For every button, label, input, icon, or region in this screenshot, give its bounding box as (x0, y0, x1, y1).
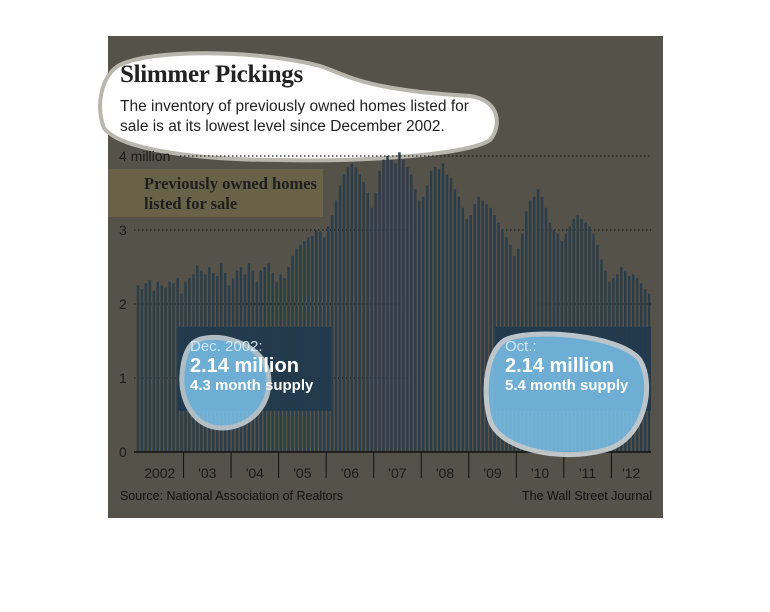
bar (449, 178, 453, 452)
callout-oct-2012: Oct.: 2.14 million 5.4 month supply (505, 338, 628, 395)
legend-box (108, 169, 323, 217)
bar (338, 185, 342, 452)
bar (489, 207, 492, 452)
bar (366, 193, 369, 452)
gridlines (134, 155, 651, 379)
bar (168, 281, 171, 452)
bar (453, 189, 457, 453)
callout-value: 2.14 million (505, 355, 614, 377)
y-tick-label: 2 (119, 296, 127, 312)
x-tick-label: '09 (483, 465, 501, 481)
bar (536, 189, 540, 453)
bar (433, 167, 437, 452)
bar (346, 167, 350, 452)
bar (378, 170, 381, 453)
highlight-blob (483, 331, 649, 458)
bar (358, 174, 362, 452)
bar (334, 200, 338, 452)
bar (461, 207, 465, 452)
bar (532, 196, 536, 452)
bar (386, 156, 389, 452)
bar (370, 207, 373, 452)
bar (481, 200, 484, 452)
callout-sub: 5.4 month supply (505, 377, 629, 394)
bar (172, 283, 175, 452)
bar (382, 159, 385, 452)
bar (540, 196, 544, 452)
bar (418, 200, 421, 452)
bar (402, 159, 405, 452)
bar (176, 278, 179, 452)
bar (148, 280, 152, 452)
x-tick-label: '12 (622, 465, 640, 481)
bar (410, 174, 413, 452)
y-tick-labels: 0 1 2 3 4 million (119, 148, 170, 460)
callout-label: Oct.: (505, 338, 537, 355)
bar (414, 189, 417, 453)
source-note: Source: National Association of Realtors (120, 489, 344, 503)
x-tick-label: '07 (388, 465, 406, 481)
bar (457, 196, 461, 452)
y-tick-label: 1 (119, 370, 127, 386)
bar (342, 174, 346, 452)
chart-title: Slimmer Pickings (120, 61, 303, 88)
callout-boxes (178, 327, 651, 458)
x-tick-label: '05 (293, 465, 311, 481)
x-tick-label: '10 (531, 465, 549, 481)
bar (374, 193, 377, 452)
bar (152, 290, 156, 452)
chart-subtitle: The inventory of previously owned homes … (120, 98, 469, 135)
bar (390, 159, 393, 452)
x-tick-label: 2002 (144, 465, 175, 481)
bar (140, 289, 144, 452)
highlight-blob (179, 335, 272, 431)
callout-label: Dec. 2002: (190, 338, 263, 355)
bar (350, 163, 354, 452)
bar (354, 167, 358, 452)
bar (144, 283, 148, 452)
bar (465, 218, 469, 452)
bar (398, 152, 401, 453)
y-tick-label: 3 (119, 222, 127, 238)
x-tick-label: '11 (579, 465, 596, 481)
callout-sub: 4.3 month supply (190, 377, 314, 394)
y-tick-label: 4 million (119, 148, 170, 164)
bar (477, 196, 480, 452)
credit-note: The Wall Street Journal (522, 489, 653, 503)
callout-value: 2.14 million (190, 355, 299, 377)
bar (362, 181, 366, 452)
bar (493, 215, 496, 452)
x-tick-labels: 2002 '03 '04 '05 '06 '07 '08 '09 '10 '11 '12 (144, 465, 640, 481)
bar (485, 204, 488, 452)
bar (136, 285, 140, 452)
bar (406, 167, 409, 452)
bar (441, 163, 445, 452)
x-tick-label: '06 (341, 465, 359, 481)
bar (425, 185, 429, 452)
legend-label: Previously owned homes listed for sale (144, 174, 317, 213)
bar (156, 281, 160, 452)
bar (394, 163, 397, 452)
bar (429, 170, 433, 453)
bar (469, 215, 472, 452)
callout-dec-2002: Dec. 2002: 2.14 million 4.3 month supply (190, 338, 313, 395)
bar (160, 285, 163, 452)
bar (437, 169, 441, 452)
bar (164, 287, 167, 452)
bar (528, 200, 532, 452)
x-tick-label: '04 (246, 465, 264, 481)
y-tick-label: 0 (119, 444, 127, 460)
bar (445, 174, 449, 452)
bar (330, 215, 334, 452)
x-tick-label: '08 (436, 465, 454, 481)
bar (473, 204, 476, 452)
x-tick-label: '03 (198, 465, 216, 481)
bar (421, 196, 425, 452)
